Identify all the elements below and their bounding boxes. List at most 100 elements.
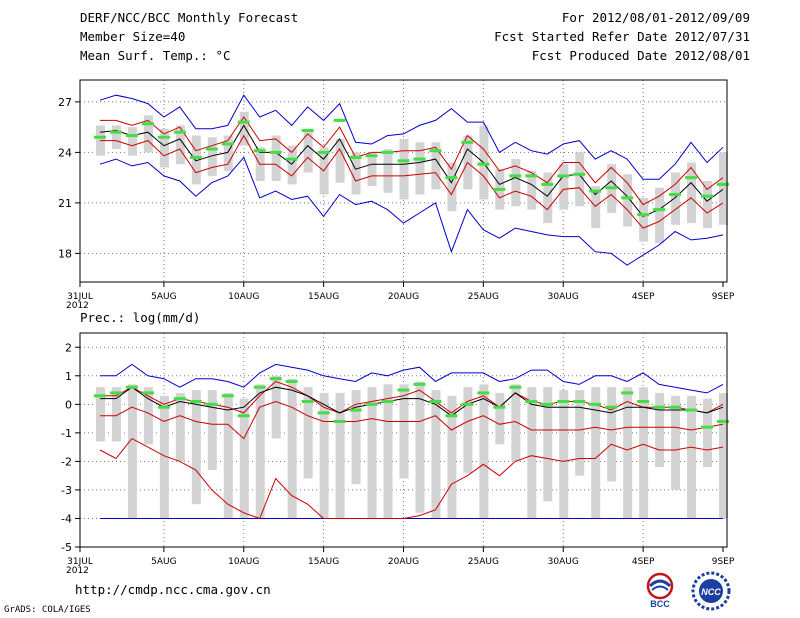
prec-median-marker [237, 414, 250, 418]
temp-mean-line [99, 124, 724, 218]
temp-median-marker [205, 147, 218, 151]
prec-median-marker [477, 391, 490, 395]
prec-box [207, 390, 217, 470]
prec-median-marker [589, 402, 602, 406]
temp-box [111, 125, 121, 150]
prec-xtick-label: 10AUG [228, 557, 259, 567]
prec-median-marker [157, 405, 170, 409]
prec-title: Prec.: log(mm/d) [80, 310, 200, 325]
prec-box [495, 392, 505, 445]
temp-box [543, 172, 553, 224]
prec-median-marker [381, 399, 394, 403]
temp-xtick-label: 25AUG [468, 292, 499, 302]
temp-box [575, 152, 585, 207]
prec-box [175, 392, 185, 462]
temp-box [431, 142, 441, 190]
prec-box [223, 392, 233, 519]
temp-xtick-label: 15AUG [308, 292, 339, 302]
temp-box [559, 164, 569, 210]
prec-xtick-label: 20AUG [388, 557, 419, 567]
temp-xtick-label: 20AUG [388, 292, 419, 302]
bcc-logo-text: BCC [650, 599, 670, 609]
temp-year-label: 2012 [66, 301, 89, 311]
prec-box [655, 392, 665, 468]
prec-box [335, 392, 345, 519]
prec-median-marker [621, 391, 634, 395]
prec-median-marker [605, 405, 618, 409]
prec-box [127, 384, 137, 519]
prec-mean-line [100, 386, 724, 417]
prec-ytick-label: -5 [61, 541, 72, 554]
forecast-start-date: Fcst Started Refer Date 2012/07/31 [494, 29, 750, 44]
bcc-logo: BCC [646, 572, 674, 609]
prec-box [447, 395, 457, 519]
prec-box [719, 392, 728, 519]
temp-median-marker [445, 176, 458, 180]
prec-median-marker [349, 408, 362, 412]
prec-median-marker [125, 385, 138, 389]
prec-box [95, 387, 105, 442]
temp-median-marker [621, 196, 634, 200]
temp-median-marker [253, 149, 266, 153]
prec-box [703, 398, 713, 468]
prec-box [159, 395, 169, 519]
prec-box [479, 384, 489, 519]
prec-median-marker [173, 397, 186, 401]
prec-panel: -5 -4 -3 -2 -1 0 1 2 31JUL 5AUG 10AUG 15AUG 20AUG 25A… [61, 310, 735, 576]
temp-box [591, 186, 601, 229]
temp-median-marker [349, 155, 362, 159]
temp-median-marker [541, 182, 554, 186]
temp-median-marker [189, 155, 202, 159]
chart-title: DERF/NCC/BCC Monthly Forecast [80, 10, 299, 25]
source-url[interactable]: http://cmdp.ncc.cma.gov.cn [75, 582, 271, 597]
prec-median-marker [653, 405, 666, 409]
prec-box [511, 384, 521, 462]
ncc-logo-text: NCC [701, 587, 721, 597]
prec-box [271, 375, 281, 439]
temp-xtick-label: 4SEP [632, 292, 655, 302]
prec-median-marker [461, 402, 474, 406]
temp-median-marker [717, 182, 729, 186]
prec-box [303, 387, 313, 479]
prec-median-marker [717, 419, 729, 423]
temp-median-marker [333, 118, 346, 122]
temp-median-marker [397, 159, 410, 163]
temp-xtick-label: 5AUG [151, 292, 176, 302]
prec-median-marker [397, 388, 410, 392]
prec-ytick-label: -2 [61, 455, 72, 468]
prec-xtick-label: 31JUL [67, 557, 93, 567]
temp-median-marker [285, 157, 298, 161]
prec-box [543, 387, 553, 502]
temp-box [655, 187, 665, 244]
forecast-period: For 2012/08/01-2012/09/09 [561, 10, 750, 25]
prec-max-line [100, 363, 724, 394]
prec-median-marker [685, 408, 698, 412]
prec-box [687, 395, 697, 519]
temp-median-marker [317, 150, 330, 154]
prec-box [287, 378, 297, 519]
prec-median-marker [525, 399, 538, 403]
prec-ytick-label: 2 [65, 341, 72, 354]
prec-median-marker [333, 419, 346, 423]
prec-median-marker [573, 399, 586, 403]
prec-ytick-label: 0 [65, 398, 72, 411]
temp-box [447, 162, 457, 212]
temp-ytick-label: 27 [58, 96, 72, 109]
temp-xtick-label: 9SEP [712, 292, 735, 302]
prec-median-marker [141, 391, 154, 395]
prec-median-marker [413, 382, 426, 386]
temp-min-line [99, 156, 724, 266]
temp-box [191, 135, 201, 185]
temp-median-marker [365, 154, 378, 158]
temp-ytick-label: 21 [58, 197, 72, 210]
prec-median-marker [269, 377, 282, 381]
temp-median-marker [669, 192, 682, 196]
prec-box [399, 384, 409, 479]
prec-median-marker [509, 385, 522, 389]
prec-box [111, 387, 121, 442]
prec-box [607, 387, 617, 482]
temp-median-marker [477, 162, 490, 166]
temp-box [175, 125, 185, 165]
prec-median-marker [109, 391, 122, 395]
temp-xtick-label: 31JUL [67, 292, 93, 302]
